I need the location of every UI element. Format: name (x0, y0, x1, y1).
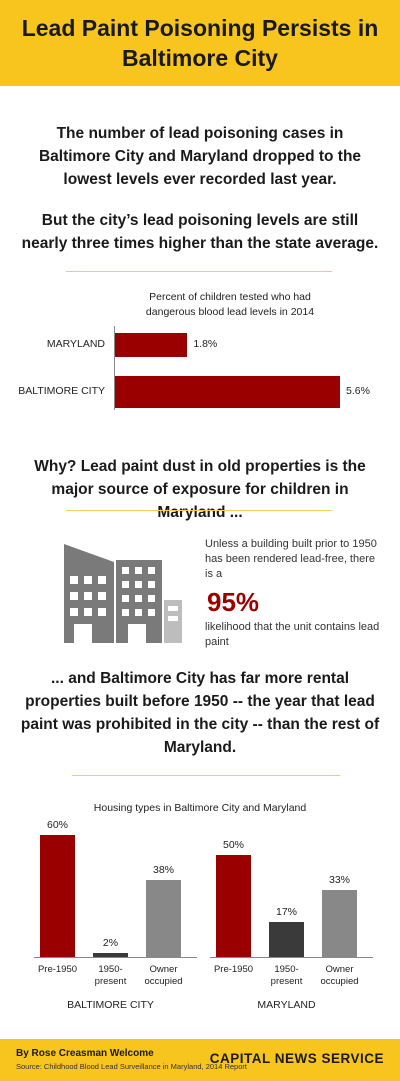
callout-percent: 95% (207, 587, 260, 617)
vbar-category-label: 1950-present (94, 964, 127, 987)
vbar-category-label: Owner occupied (320, 964, 359, 987)
building-icon (64, 544, 182, 643)
group-label: MARYLAND (257, 999, 316, 1011)
hbar (115, 333, 188, 357)
hbar-category-label: BALTIMORE CITY (18, 385, 105, 397)
vbar-category-label: Pre-1950 (37, 964, 78, 975)
chart-baseline (210, 957, 373, 958)
byline: By Rose Creasman Welcome (16, 1048, 154, 1059)
vbar-value-label: 60% (46, 819, 68, 831)
vbar (216, 855, 251, 957)
hbar (115, 376, 340, 408)
chart-title: Housing types in Baltimore City and Mary… (93, 802, 307, 814)
vbar (146, 879, 181, 957)
intro-paragraph-1: The number of lead poisoning cases in Ba… (38, 125, 362, 188)
vbar (93, 952, 128, 957)
chart-axis (114, 326, 115, 410)
hbar-value-label: 5.6% (346, 385, 370, 397)
group-label: BALTIMORE CITY (67, 999, 154, 1011)
footer: By Rose Creasman Welcome Source: Childho… (0, 1039, 400, 1081)
vbar-value-label: 33% (328, 873, 350, 886)
chart-title: Percent of children tested who had dange… (145, 291, 315, 318)
vbar (322, 889, 357, 957)
hbar-value-label: 1.8% (193, 338, 218, 350)
page-title: Lead Paint Poisoning Persists in Baltimo… (21, 15, 379, 71)
brand-logo: CAPITAL NEWS SERVICE (209, 1051, 384, 1066)
divider (72, 775, 340, 776)
why-paragraph: Why? Lead paint dust in old properties i… (34, 458, 366, 521)
callout-text-2: likelihood that the unit contains lead p… (205, 621, 380, 648)
vbar-category-label: Pre-1950 (213, 964, 254, 975)
vbar-value-label: 17% (275, 906, 297, 919)
vbar-value-label: 50% (222, 839, 244, 852)
vbar-category-label: 1950-present (270, 964, 303, 987)
rental-paragraph: ... and Baltimore City has far more rent… (20, 670, 380, 756)
hbar-category-label: MARYLAND (46, 338, 105, 350)
callout-text: Unless a building built prior to 1950 ha… (205, 538, 377, 580)
source-note: Source: Childhood Blood Lead Surveillanc… (16, 1062, 247, 1071)
intro-paragraph-2: But the city’s lead poisoning levels are… (21, 212, 379, 252)
chart-baseline (34, 957, 197, 958)
vbar-value-label: 38% (152, 863, 174, 876)
vbar (40, 835, 75, 957)
vbar-category-label: Owner occupied (144, 964, 183, 987)
header-banner: Lead Paint Poisoning Persists in Baltimo… (0, 0, 400, 86)
vbar (269, 922, 304, 957)
divider (66, 271, 332, 272)
vbar-value-label: 2% (102, 936, 119, 949)
divider (66, 510, 332, 511)
